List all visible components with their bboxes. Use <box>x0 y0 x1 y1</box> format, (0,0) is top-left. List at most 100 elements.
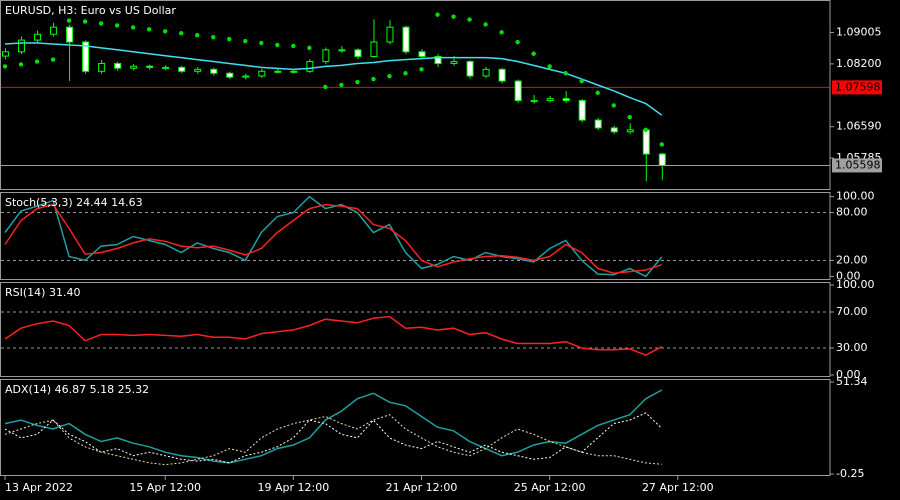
candle-body <box>626 129 634 133</box>
candle-body <box>578 100 586 121</box>
sar-dot <box>627 114 632 120</box>
sar-dot <box>130 25 136 30</box>
sar-dot <box>275 42 280 48</box>
candle-body <box>82 41 90 72</box>
candle-body <box>2 51 9 57</box>
y-tick-label: 70.00 <box>836 305 868 318</box>
sar-dot <box>531 51 536 56</box>
candle-body <box>242 75 250 78</box>
indicator-line <box>4 389 663 464</box>
candle-body <box>482 68 490 77</box>
candle-body <box>530 100 538 103</box>
sar-dot <box>162 29 168 34</box>
candle-body <box>322 49 330 63</box>
y-tick-label: 51.34 <box>836 375 868 388</box>
y-tick-label: 30.00 <box>836 341 868 354</box>
sar-dot <box>50 57 56 62</box>
sar-dot <box>146 27 152 32</box>
sar-dot <box>483 22 488 27</box>
candle-body <box>210 68 218 74</box>
sar-dot <box>499 30 504 35</box>
candle-body <box>338 49 346 52</box>
candle-body <box>642 129 650 155</box>
candle-body <box>354 49 362 57</box>
candle-body <box>418 51 426 57</box>
candle-body <box>594 119 602 129</box>
x-tick-label: 21 Apr 12:00 <box>386 481 458 494</box>
sar-dot <box>611 103 616 108</box>
sar-dot <box>2 64 8 69</box>
sar-dot <box>387 73 392 79</box>
candle-body <box>498 68 506 82</box>
sar-dot <box>291 43 296 49</box>
panel-title: ADX(14) 46.87 5.18 25.32 <box>5 383 149 396</box>
sar-dot <box>547 64 552 69</box>
candle-body <box>562 98 570 102</box>
sar-dot <box>467 17 472 22</box>
x-tick-label: 25 Apr 12:00 <box>514 481 586 494</box>
sar-dot <box>323 84 328 90</box>
y-tick-label: 1.09005 <box>836 25 882 38</box>
sar-dot <box>179 31 184 36</box>
candle-body <box>178 66 186 72</box>
y-tick-label: 20.00 <box>836 253 868 266</box>
candle-body <box>114 62 122 69</box>
candle-body <box>50 26 58 35</box>
indicator-line <box>4 203 663 274</box>
x-tick-label: 13 Apr 2022 <box>5 481 73 494</box>
candle-body <box>146 65 154 68</box>
sar-dot <box>307 45 312 51</box>
sar-dot <box>515 39 520 45</box>
price-label-box <box>832 80 882 95</box>
indicator-line <box>4 315 663 357</box>
candle-body <box>306 61 314 72</box>
candle-body <box>34 33 42 41</box>
sar-dot <box>659 142 664 147</box>
y-tick-label: 0.00 <box>836 269 861 282</box>
indicator-line <box>4 42 663 116</box>
candle-body <box>98 62 106 72</box>
x-tick-label: 27 Apr 12:00 <box>642 481 714 494</box>
sar-dot <box>403 71 408 76</box>
sar-dot <box>451 14 456 19</box>
indicator-line <box>4 412 663 464</box>
sar-dot <box>243 38 248 44</box>
y-tick-label: 100.00 <box>836 190 875 203</box>
candle-body <box>434 55 442 64</box>
candle-body <box>290 70 298 73</box>
sar-dot <box>355 79 360 85</box>
y-tick-label: 100.00 <box>836 278 875 291</box>
candle-body <box>610 127 618 133</box>
candle-body <box>514 80 522 102</box>
candle-body <box>466 61 474 77</box>
candle-body <box>226 72 234 78</box>
candle-body <box>66 26 74 43</box>
panel-title: EURUSD, H3: Euro vs US Dollar <box>5 4 176 17</box>
sar-dot <box>563 71 568 76</box>
sar-dot <box>435 12 440 17</box>
y-tick-label: 80.00 <box>836 206 868 219</box>
panel-title: Stoch(5,3,3) 24.44 14.63 <box>5 196 143 209</box>
candle-body <box>274 70 282 73</box>
sar-dot <box>227 36 232 42</box>
candle-body <box>18 39 26 53</box>
candle-body <box>658 153 666 166</box>
panel-frame <box>0 192 831 280</box>
sar-dot <box>98 21 104 26</box>
candle-body <box>546 98 554 102</box>
sar-dot <box>82 19 88 24</box>
sar-dot <box>259 40 264 46</box>
sar-dot <box>195 32 200 38</box>
indicator-line <box>4 195 663 278</box>
sar-dot <box>34 59 40 64</box>
panel-frame <box>0 0 831 190</box>
y-tick-label: 1.06590 <box>836 120 882 133</box>
sar-dot <box>211 34 216 40</box>
candle-body <box>162 66 170 69</box>
sar-dot <box>371 76 376 82</box>
candle-body <box>194 68 202 72</box>
sar-dot <box>114 23 120 28</box>
candle-body <box>386 26 394 43</box>
sar-dot <box>66 18 72 23</box>
sar-dot <box>595 90 600 95</box>
